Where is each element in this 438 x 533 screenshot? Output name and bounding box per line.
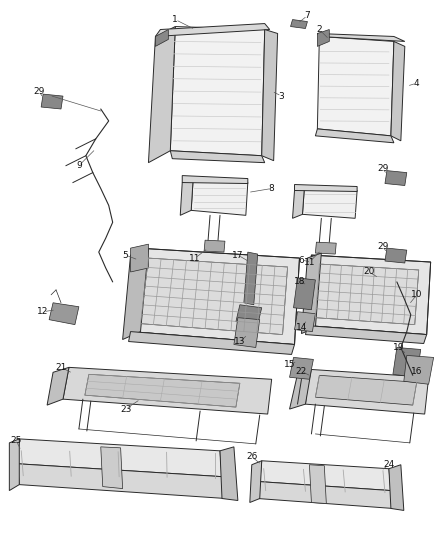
Polygon shape	[155, 29, 168, 46]
Polygon shape	[49, 303, 79, 325]
Text: 17: 17	[232, 251, 244, 260]
Polygon shape	[309, 465, 326, 504]
Polygon shape	[385, 248, 407, 263]
Polygon shape	[141, 258, 288, 335]
Polygon shape	[244, 252, 258, 305]
Polygon shape	[131, 244, 148, 272]
Polygon shape	[123, 248, 148, 340]
Text: 24: 24	[383, 460, 395, 469]
Polygon shape	[85, 374, 240, 407]
Polygon shape	[129, 332, 294, 354]
Polygon shape	[389, 465, 404, 511]
Text: 15: 15	[284, 360, 295, 369]
Text: 13: 13	[234, 337, 246, 346]
Polygon shape	[391, 42, 405, 141]
Text: 11: 11	[304, 257, 315, 266]
Polygon shape	[301, 253, 321, 334]
Polygon shape	[170, 27, 265, 156]
Polygon shape	[393, 348, 421, 377]
Text: 14: 14	[296, 323, 307, 332]
Text: 5: 5	[123, 251, 128, 260]
Polygon shape	[148, 27, 175, 163]
Text: 29: 29	[377, 241, 389, 251]
Text: 11: 11	[189, 254, 201, 263]
Text: 20: 20	[364, 268, 375, 277]
Polygon shape	[315, 264, 419, 325]
Polygon shape	[294, 184, 357, 191]
Polygon shape	[305, 326, 427, 343]
Text: 4: 4	[414, 79, 420, 87]
Polygon shape	[318, 34, 405, 42]
Polygon shape	[294, 312, 315, 332]
Polygon shape	[220, 447, 238, 500]
Text: 21: 21	[55, 363, 67, 372]
Polygon shape	[41, 94, 63, 109]
Polygon shape	[236, 305, 262, 325]
Polygon shape	[131, 248, 300, 344]
Text: 9: 9	[76, 161, 82, 170]
Polygon shape	[318, 29, 329, 46]
Polygon shape	[204, 240, 225, 252]
Polygon shape	[182, 175, 248, 183]
Text: 16: 16	[411, 367, 423, 376]
Polygon shape	[17, 439, 222, 477]
Text: 2: 2	[317, 25, 322, 34]
Text: 29: 29	[377, 164, 389, 173]
Polygon shape	[191, 179, 248, 215]
Text: 7: 7	[304, 11, 310, 20]
Text: 22: 22	[296, 367, 307, 376]
Polygon shape	[318, 36, 394, 136]
Text: 1: 1	[173, 15, 178, 24]
Polygon shape	[290, 358, 314, 379]
Polygon shape	[260, 461, 391, 490]
Polygon shape	[305, 369, 429, 414]
Polygon shape	[385, 171, 407, 185]
Polygon shape	[307, 255, 431, 335]
Text: 26: 26	[246, 453, 258, 461]
Polygon shape	[63, 367, 272, 414]
Text: 8: 8	[269, 184, 275, 193]
Polygon shape	[404, 356, 434, 384]
Text: 10: 10	[411, 290, 423, 300]
Polygon shape	[262, 29, 278, 160]
Text: 3: 3	[279, 92, 284, 101]
Polygon shape	[315, 375, 417, 405]
Polygon shape	[155, 23, 270, 36]
Polygon shape	[170, 151, 265, 163]
Polygon shape	[290, 369, 311, 409]
Polygon shape	[47, 367, 69, 405]
Polygon shape	[290, 20, 307, 29]
Text: 6: 6	[299, 255, 304, 264]
Polygon shape	[180, 179, 193, 215]
Text: 23: 23	[120, 405, 131, 414]
Polygon shape	[293, 278, 315, 310]
Text: 18: 18	[294, 277, 305, 286]
Polygon shape	[9, 439, 19, 490]
Polygon shape	[234, 318, 260, 348]
Polygon shape	[250, 461, 262, 503]
Polygon shape	[315, 129, 394, 143]
Text: 29: 29	[33, 87, 45, 95]
Polygon shape	[303, 187, 357, 219]
Polygon shape	[17, 464, 226, 498]
Text: 19: 19	[393, 343, 405, 352]
Polygon shape	[101, 447, 123, 489]
Text: 12: 12	[37, 307, 49, 316]
Text: 25: 25	[11, 437, 22, 446]
Polygon shape	[315, 242, 336, 254]
Polygon shape	[258, 482, 393, 508]
Polygon shape	[293, 187, 304, 219]
